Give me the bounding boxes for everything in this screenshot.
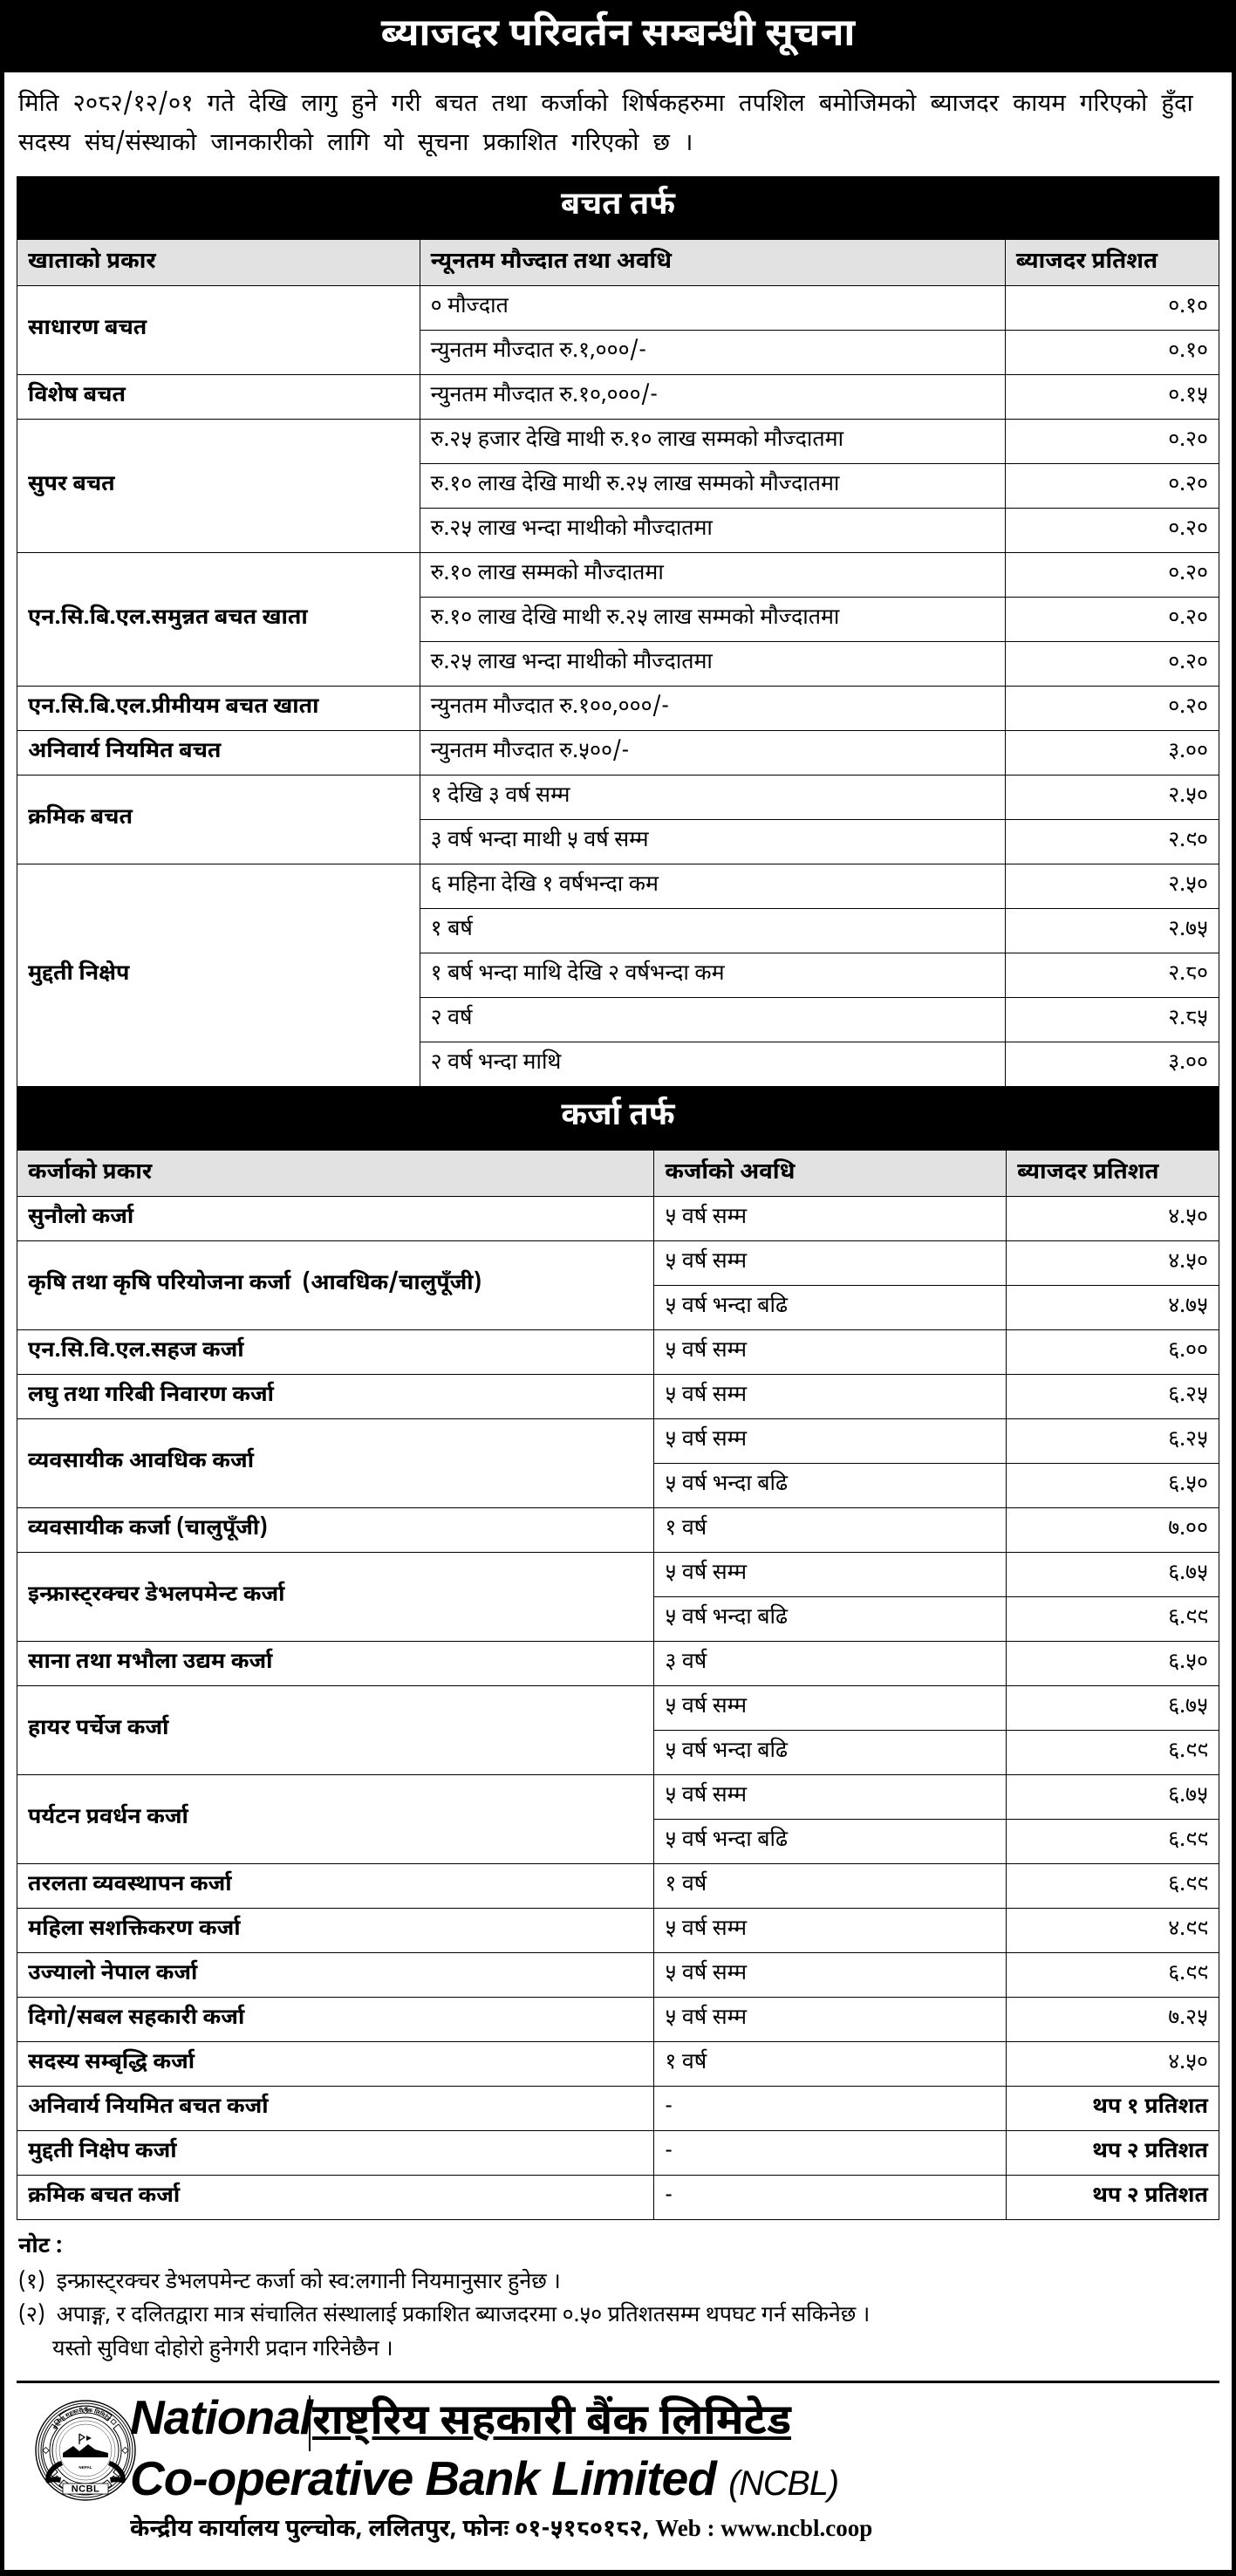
svg-text:NEPAL: NEPAL xyxy=(79,2465,92,2470)
svg-text:NCBL: NCBL xyxy=(72,2484,100,2494)
svg-text:N.C.B.L.: N.C.B.L. xyxy=(79,2459,93,2463)
